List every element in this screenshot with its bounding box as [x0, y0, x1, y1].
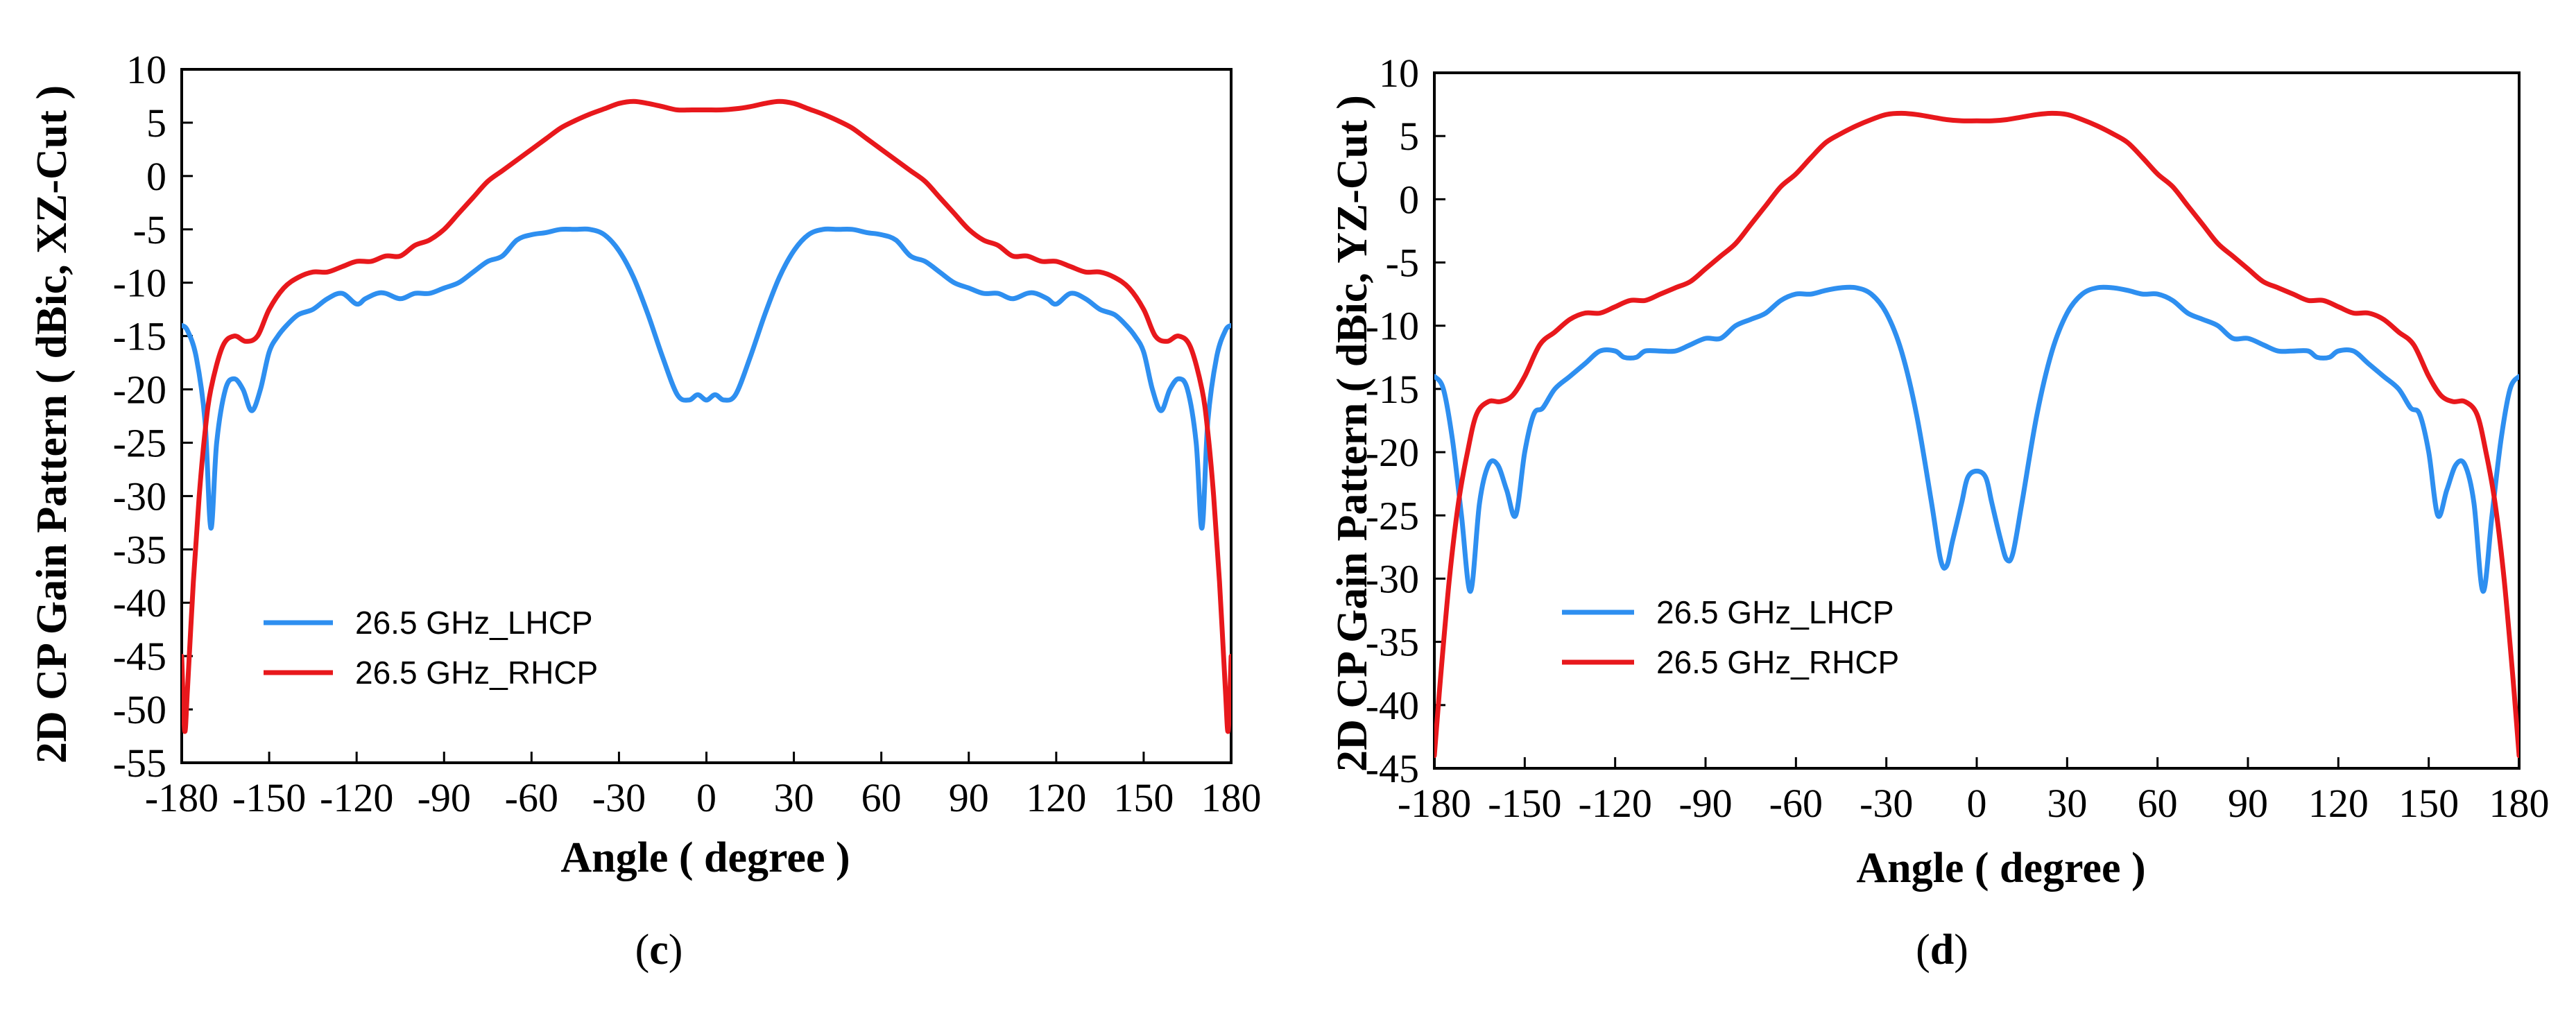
x-tick-label: 90 [949, 775, 989, 820]
panel-label-d: (d) [1916, 926, 1968, 974]
legend: 26.5 GHz_LHCP 26.5 GHz_RHCP [1562, 594, 1899, 680]
x-tick-label: -30 [1860, 781, 1913, 826]
series-line-lhcp [182, 226, 1231, 531]
y-tick-label: -35 [1366, 620, 1419, 665]
y-tick-label: 10 [1379, 51, 1419, 96]
x-tick-label: -90 [1678, 781, 1732, 826]
legend-label-lhcp: 26.5 GHz_LHCP [1656, 594, 1894, 630]
y-tick-label: 0 [1399, 177, 1419, 222]
x-tick-label: -150 [1488, 781, 1561, 826]
x-tick-label: -180 [1398, 781, 1471, 826]
y-tick-label: -25 [1366, 493, 1419, 538]
x-tick-label: 150 [2398, 781, 2459, 826]
x-tick-label: -120 [1579, 781, 1652, 826]
x-tick-label: 60 [861, 775, 902, 820]
legend-label-lhcp: 26.5 GHz_LHCP [355, 605, 593, 641]
panel-label-close-paren: ) [669, 926, 683, 974]
y-tick-label: -45 [1366, 746, 1419, 791]
legend: 26.5 GHz_LHCP 26.5 GHz_RHCP [264, 605, 598, 691]
y-tick-label: -10 [113, 261, 166, 306]
y-tick-label: -55 [113, 741, 166, 786]
panel-label-letter: c [649, 926, 669, 974]
panel-label-c: (c) [635, 926, 683, 974]
y-tick-label: -40 [1366, 683, 1419, 728]
y-tick-label: -20 [113, 368, 166, 413]
x-axis-title: Angle ( degree ) [560, 834, 850, 881]
y-tick-label: -20 [1366, 430, 1419, 475]
panel-label-letter: d [1930, 926, 1954, 974]
y-tick-label: -35 [113, 527, 166, 572]
y-tick-label: -10 [1366, 304, 1419, 349]
y-tick-label: -50 [113, 687, 166, 732]
panel-label-open-paren: ( [635, 926, 650, 974]
chart-panel-c: 2D CP Gain Pattern ( dBic, XZ-Cut ) Angl… [28, 47, 1262, 974]
x-tick-label: -30 [592, 775, 646, 820]
x-tick-label: 30 [2047, 781, 2087, 826]
series-line-rhcp [182, 98, 1231, 734]
y-tick-label: -15 [1366, 367, 1419, 412]
x-tick-label: 0 [1967, 781, 1987, 826]
panel-label-open-paren: ( [1916, 926, 1930, 974]
x-tick-label: -180 [145, 775, 218, 820]
x-tick-label: -60 [505, 775, 558, 820]
x-tick-label: -120 [320, 775, 393, 820]
chart-panel-d: 2D CP Gain Pattern ( dBic, YZ-Cut ) Angl… [1329, 51, 2550, 974]
y-tick-label: -40 [113, 580, 166, 625]
x-tick-label: 90 [2228, 781, 2268, 826]
series-line-rhcp [1434, 110, 2519, 759]
y-tick-label: -30 [113, 474, 166, 519]
legend-label-rhcp: 26.5 GHz_RHCP [1656, 644, 1899, 680]
y-tick-label: 5 [1399, 114, 1419, 159]
x-tick-label: 120 [1026, 775, 1086, 820]
x-tick-label: 150 [1113, 775, 1174, 820]
x-tick-label: 120 [2308, 781, 2369, 826]
y-tick-label: -15 [113, 314, 166, 359]
x-tick-label: -60 [1769, 781, 1823, 826]
x-tick-label: 180 [1201, 775, 1262, 820]
y-axis-title: 2D CP Gain Pattern ( dBic, YZ-Cut ) [1329, 95, 1376, 772]
x-tick-label: -90 [418, 775, 471, 820]
x-tick-label: -150 [232, 775, 306, 820]
y-axis-title: 2D CP Gain Pattern ( dBic, XZ-Cut ) [28, 85, 76, 763]
x-tick-label: 0 [696, 775, 716, 820]
y-tick-label: 0 [146, 154, 166, 199]
x-tick-label: 30 [774, 775, 814, 820]
y-tick-label: -30 [1366, 556, 1419, 601]
x-tick-label: 60 [2138, 781, 2178, 826]
panel-label-close-paren: ) [1954, 926, 1968, 974]
x-axis-title: Angle ( degree ) [1856, 845, 2145, 892]
y-tick-label: -25 [113, 420, 166, 465]
y-tick-label: -5 [1386, 241, 1419, 286]
series-line-lhcp [1434, 284, 2519, 594]
y-tick-label: -5 [133, 207, 166, 252]
y-tick-label: 5 [146, 101, 166, 146]
legend-label-rhcp: 26.5 GHz_RHCP [355, 655, 598, 691]
y-tick-label: -45 [113, 634, 166, 679]
y-tick-label: 10 [126, 47, 166, 92]
x-tick-label: 180 [2489, 781, 2550, 826]
